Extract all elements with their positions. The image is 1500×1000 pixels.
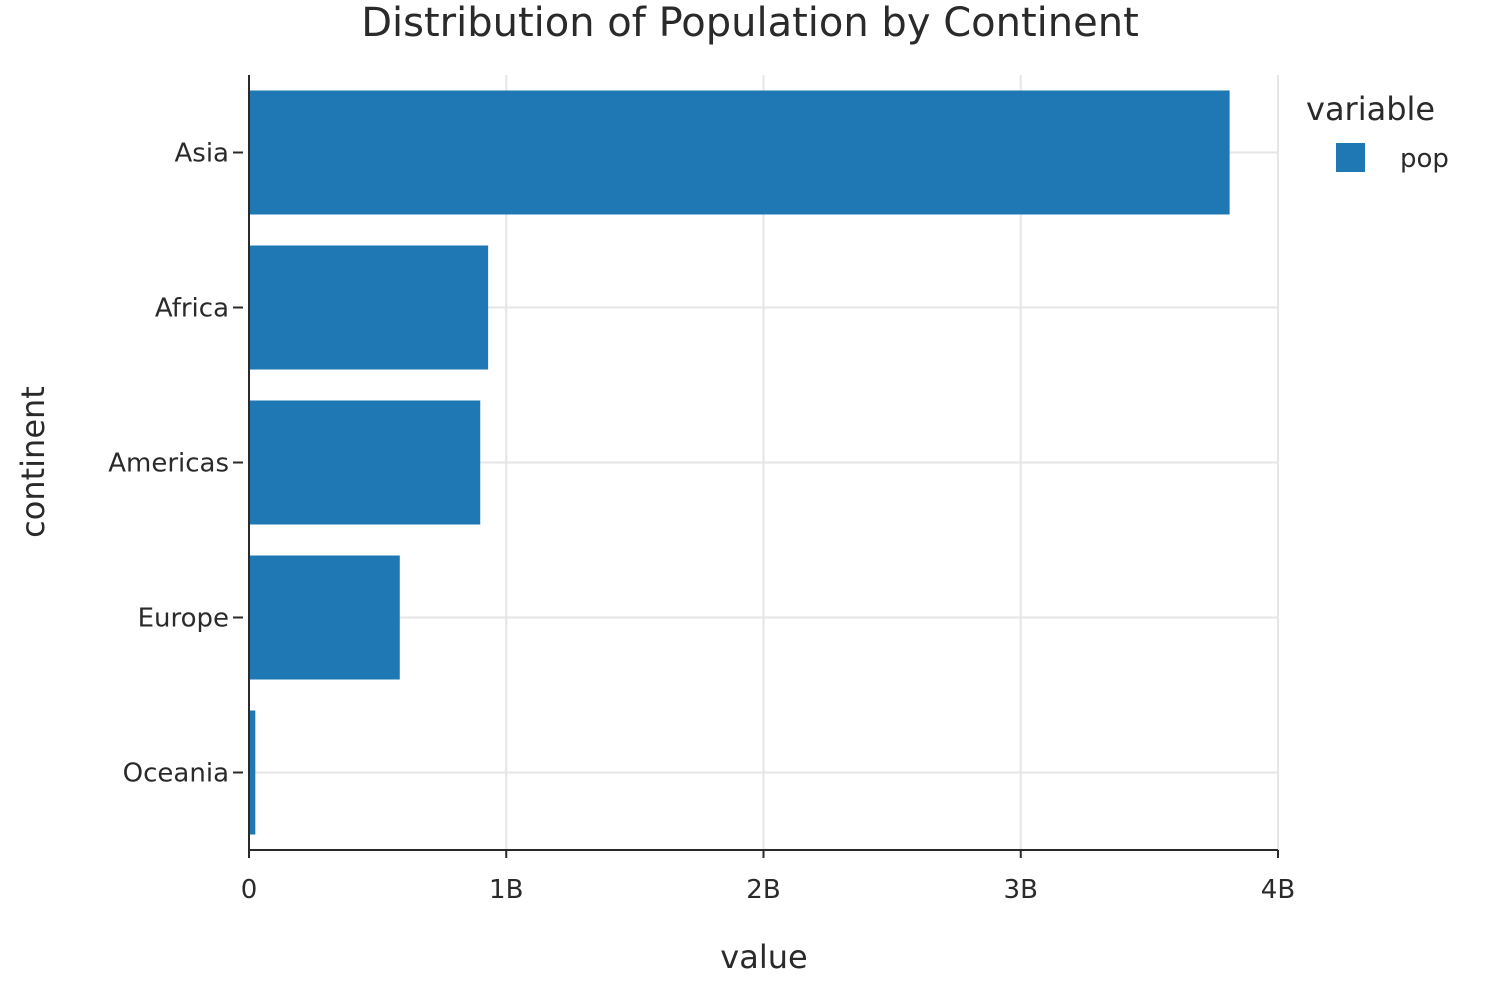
- y-axis-title: continent: [14, 386, 52, 538]
- x-tick-label: 2B: [746, 875, 780, 905]
- bar-europe: [250, 555, 400, 680]
- y-axis-ticks: Asia Africa Americas Europe Oceania: [108, 139, 243, 789]
- bar-americas: [250, 400, 481, 525]
- y-tick-label: Europe: [138, 604, 229, 634]
- x-tick-label: 3B: [1004, 875, 1038, 905]
- bar-asia: [250, 90, 1230, 215]
- bar-oceania: [250, 710, 256, 835]
- chart-title: Distribution of Population by Continent: [361, 0, 1139, 46]
- legend-label: pop: [1400, 144, 1449, 174]
- y-tick-label: Americas: [108, 449, 229, 479]
- legend-swatch: [1336, 143, 1365, 172]
- x-tick-label: 4B: [1261, 875, 1295, 905]
- legend-title: variable: [1306, 90, 1435, 128]
- x-tick-label: 1B: [489, 875, 523, 905]
- x-axis-ticks: 0 1B 2B 3B 4B: [241, 850, 1295, 905]
- x-axis-title: value: [720, 938, 807, 976]
- x-tick-label: 0: [241, 875, 258, 905]
- y-tick-label: Africa: [155, 294, 229, 324]
- legend-entries: pop: [1336, 143, 1449, 174]
- legend: variable pop: [1306, 90, 1449, 174]
- bars: [250, 90, 1230, 835]
- bar-africa: [250, 245, 489, 370]
- y-tick-label: Oceania: [123, 759, 229, 789]
- y-tick-label: Asia: [175, 139, 230, 169]
